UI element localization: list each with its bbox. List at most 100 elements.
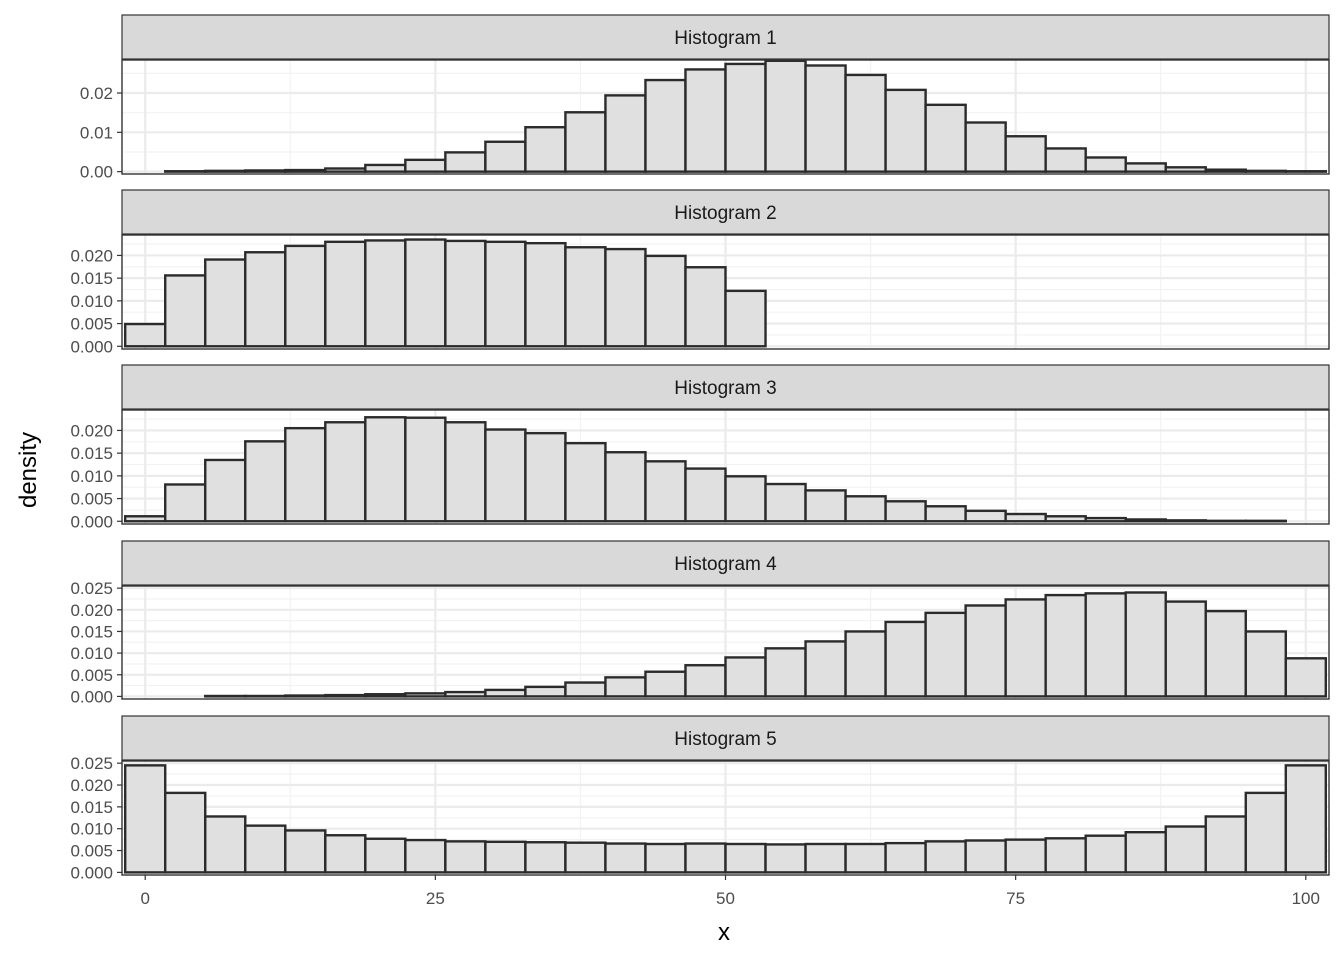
facet-panel-1: Histogram 10.000.010.02: [80, 15, 1329, 182]
facet-strip-title: Histogram 5: [674, 729, 776, 750]
histogram-bar: [485, 142, 525, 172]
y-tick-label: 0.015: [70, 444, 113, 463]
histogram-bar: [605, 95, 645, 171]
histogram-bar: [966, 511, 1006, 521]
facet-strip-title: Histogram 3: [674, 378, 776, 399]
histogram-bar: [1206, 816, 1246, 872]
histogram-bar: [1246, 171, 1286, 172]
y-tick-label: 0.005: [70, 842, 113, 861]
y-tick-label: 0.025: [70, 754, 113, 773]
histogram-bar: [766, 648, 806, 696]
x-tick-label: 0: [140, 889, 149, 908]
histogram-bar: [325, 422, 365, 521]
histogram-bar: [205, 171, 245, 172]
facet-strip-title: Histogram 4: [674, 554, 777, 575]
histogram-bar: [125, 324, 165, 346]
histogram-bar: [565, 112, 605, 171]
y-tick-label: 0.01: [80, 123, 113, 142]
facet-panel-4: Histogram 40.0000.0050.0100.0150.0200.02…: [70, 541, 1329, 706]
histogram-bar: [726, 476, 766, 521]
histogram-bar: [565, 843, 605, 873]
histogram-bar: [1166, 827, 1206, 873]
y-tick-label: 0.010: [70, 820, 113, 839]
histogram-bar: [525, 243, 565, 346]
histogram-bar: [445, 152, 485, 171]
histogram-bar: [1126, 592, 1166, 696]
histogram-bar: [205, 816, 245, 872]
histogram-bar: [766, 844, 806, 872]
histogram-bar: [846, 75, 886, 172]
histogram-bar: [726, 657, 766, 696]
histogram-bar: [165, 275, 205, 346]
histogram-bar: [846, 844, 886, 872]
histogram-bar: [726, 844, 766, 872]
histogram-bar: [525, 842, 565, 872]
x-tick-label: 50: [716, 889, 735, 908]
x-tick-label: 75: [1006, 889, 1025, 908]
histogram-bar: [405, 418, 445, 522]
histogram-bar: [645, 256, 685, 346]
histogram-bar: [846, 496, 886, 521]
y-tick-label: 0.005: [70, 490, 113, 509]
histogram-bar: [645, 672, 685, 697]
histogram-bar: [1246, 631, 1286, 696]
histogram-bar: [1126, 832, 1166, 872]
histogram-bar: [325, 695, 365, 696]
histogram-bar: [565, 683, 605, 697]
histogram-bar: [485, 842, 525, 873]
histogram-bar: [565, 443, 605, 521]
histogram-bar: [926, 506, 966, 521]
histogram-bar: [245, 826, 285, 873]
histogram-bar: [285, 830, 325, 872]
histogram-bar: [806, 844, 846, 872]
histogram-bar: [886, 843, 926, 872]
histogram-bar: [726, 291, 766, 346]
histogram-bar: [685, 69, 725, 171]
y-tick-label: 0.010: [70, 292, 113, 311]
facet-strip-title: Histogram 1: [674, 28, 776, 49]
histogram-bar: [1086, 157, 1126, 171]
y-tick-label: 0.000: [70, 863, 113, 882]
x-tick-label: 100: [1292, 889, 1320, 908]
histogram-bar: [405, 840, 445, 872]
histogram-bar: [445, 241, 485, 346]
histogram-bar: [966, 123, 1006, 172]
histogram-bar: [1166, 167, 1206, 171]
histogram-bar: [325, 242, 365, 346]
y-tick-label: 0.020: [70, 776, 113, 795]
histogram-bar: [565, 247, 605, 346]
histogram-bar: [1046, 148, 1086, 171]
histogram-bar: [685, 469, 725, 522]
histogram-bar: [525, 687, 565, 697]
y-tick-label: 0.02: [80, 84, 113, 103]
histogram-bar: [1086, 593, 1126, 696]
facet-panel-5: Histogram 50.0000.0050.0100.0150.0200.02…: [70, 716, 1329, 882]
x-tick-label: 25: [426, 889, 445, 908]
histogram-bar: [605, 677, 645, 696]
histogram-bar: [726, 64, 766, 172]
histogram-bar: [445, 841, 485, 872]
histogram-bar: [1126, 163, 1166, 171]
histogram-bar: [1206, 611, 1246, 696]
histogram-bar: [926, 105, 966, 172]
histogram-bar: [525, 127, 565, 171]
histogram-bar: [886, 501, 926, 521]
histogram-bar: [685, 267, 725, 346]
histogram-bar: [365, 240, 405, 346]
histogram-bar: [245, 170, 285, 171]
histogram-bar: [405, 240, 445, 347]
y-tick-label: 0.000: [70, 512, 113, 531]
histogram-bar: [445, 692, 485, 696]
histogram-bar: [165, 484, 205, 521]
histogram-bar: [966, 605, 1006, 696]
histogram-bar: [1206, 170, 1246, 172]
histogram-bar: [1166, 520, 1206, 521]
histogram-bar: [645, 844, 685, 872]
y-axis-title: density: [15, 432, 42, 508]
histogram-bar: [285, 170, 325, 172]
histogram-bar: [1246, 793, 1286, 872]
histogram-bar: [485, 690, 525, 696]
